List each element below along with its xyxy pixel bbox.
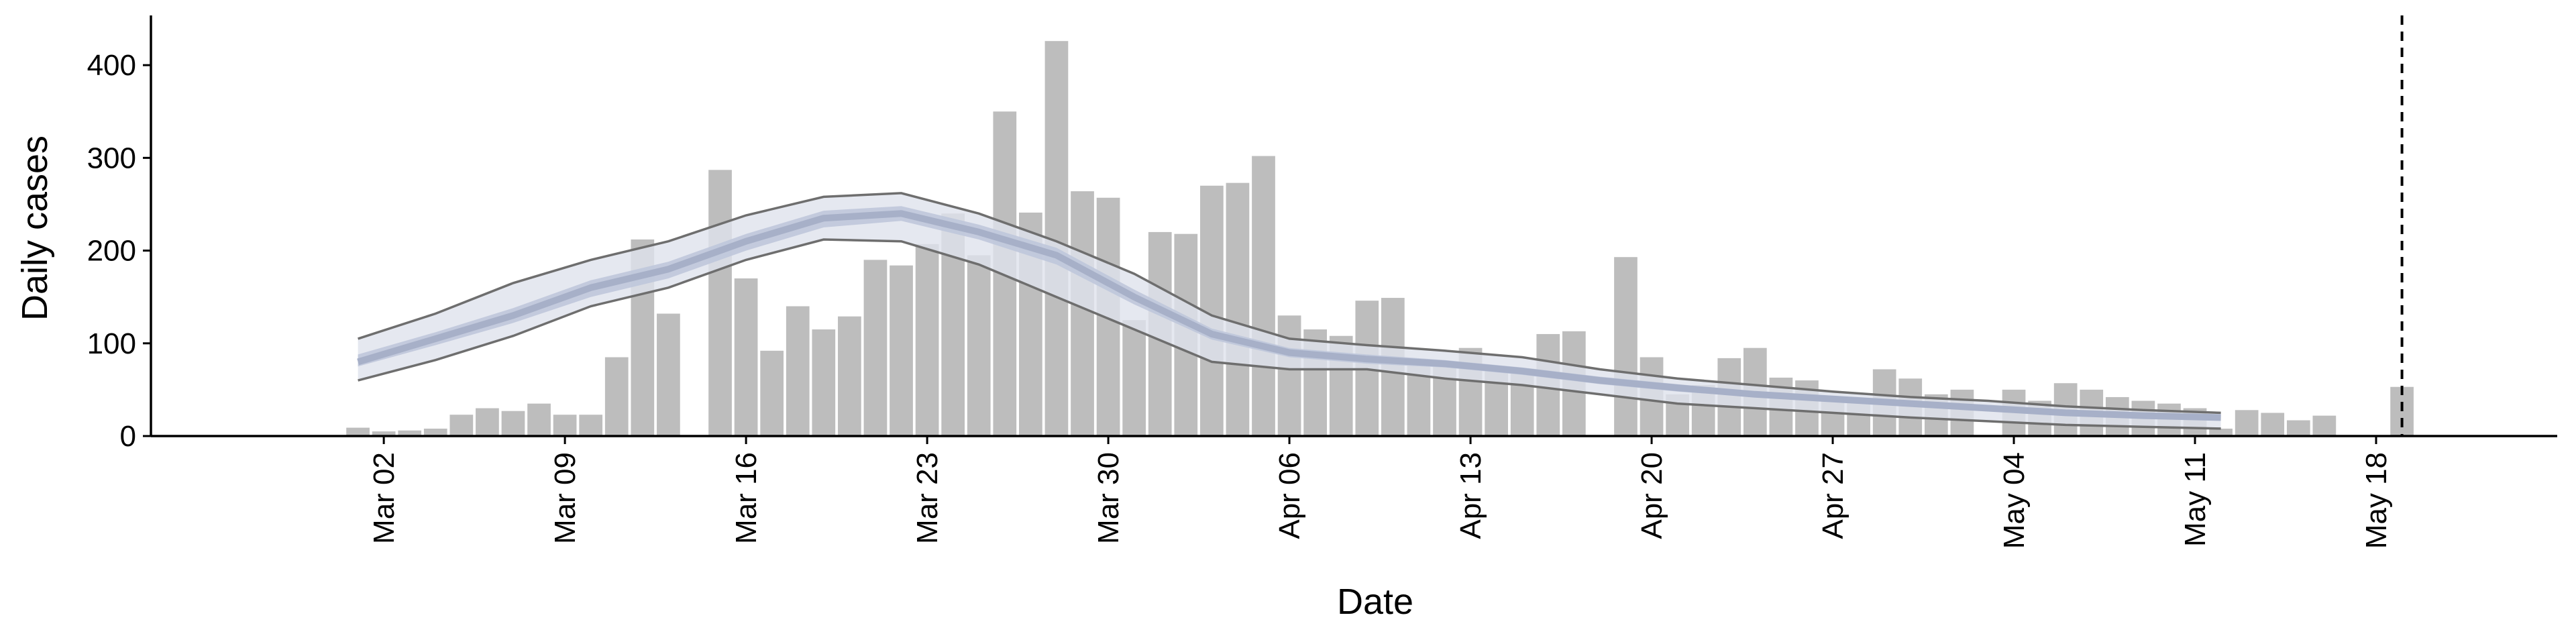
- bar: [2235, 410, 2259, 436]
- bar: [967, 255, 991, 436]
- x-tick-label: Mar 09: [549, 452, 582, 544]
- bar: [423, 428, 447, 436]
- x-axis-title: Date: [1337, 582, 1413, 622]
- x-tick-label: Apr 13: [1454, 452, 1487, 539]
- bar: [604, 357, 629, 436]
- x-tick-label: Mar 02: [368, 452, 400, 544]
- bar: [2209, 428, 2233, 436]
- lower-bound-line: [358, 238, 2221, 430]
- median-line: [357, 210, 2221, 421]
- x-tick-label: Apr 20: [1635, 452, 1668, 539]
- y-tick-label: 200: [87, 235, 136, 268]
- axes: 0 100 200 300 400 Mar 02 Mar 09 Mar 16 Mar 23 Mar…: [87, 15, 2557, 549]
- bar: [1122, 320, 1146, 436]
- bar: [708, 170, 732, 436]
- bar: [553, 415, 577, 436]
- x-tick-label: May 18: [2360, 452, 2393, 549]
- bar: [760, 350, 784, 436]
- bar: [346, 427, 370, 436]
- x-tick-label: Mar 30: [1092, 452, 1125, 544]
- bar: [812, 329, 836, 436]
- bar-series: [346, 41, 2414, 436]
- bar: [2312, 415, 2337, 436]
- x-tick-label: Mar 16: [730, 452, 763, 544]
- bar: [786, 306, 810, 436]
- upper-bound-line: [358, 192, 2221, 415]
- bar: [1614, 257, 1638, 436]
- bar: [398, 430, 422, 436]
- bar: [657, 313, 680, 436]
- bar: [579, 415, 603, 436]
- bar: [734, 278, 758, 436]
- y-tick-label: 300: [87, 142, 136, 174]
- bar: [501, 411, 525, 436]
- bar: [527, 403, 551, 436]
- bar: [2286, 420, 2310, 436]
- x-tick-label: Mar 23: [911, 452, 944, 544]
- x-tick-label: Apr 06: [1273, 452, 1306, 539]
- bar: [372, 431, 396, 436]
- bar: [476, 408, 499, 436]
- x-tick-label: May 11: [2179, 452, 2212, 547]
- bar: [1226, 182, 1250, 436]
- bar: [1252, 156, 1275, 436]
- y-tick-label: 400: [87, 49, 136, 82]
- estimate-band: [357, 192, 2221, 430]
- x-tick-label: May 04: [1998, 452, 2031, 549]
- y-axis-title: Daily cases: [15, 136, 55, 321]
- bar: [915, 244, 939, 436]
- y-tick-label: 0: [120, 420, 136, 453]
- bar: [1277, 315, 1301, 436]
- bar: [2261, 413, 2285, 436]
- x-tick-label: Apr 27: [1817, 452, 1849, 539]
- bar: [1071, 191, 1094, 436]
- bar: [863, 260, 888, 436]
- y-tick-label: 100: [87, 327, 136, 360]
- bar: [890, 265, 913, 436]
- bar: [838, 316, 861, 436]
- bar: [449, 415, 474, 436]
